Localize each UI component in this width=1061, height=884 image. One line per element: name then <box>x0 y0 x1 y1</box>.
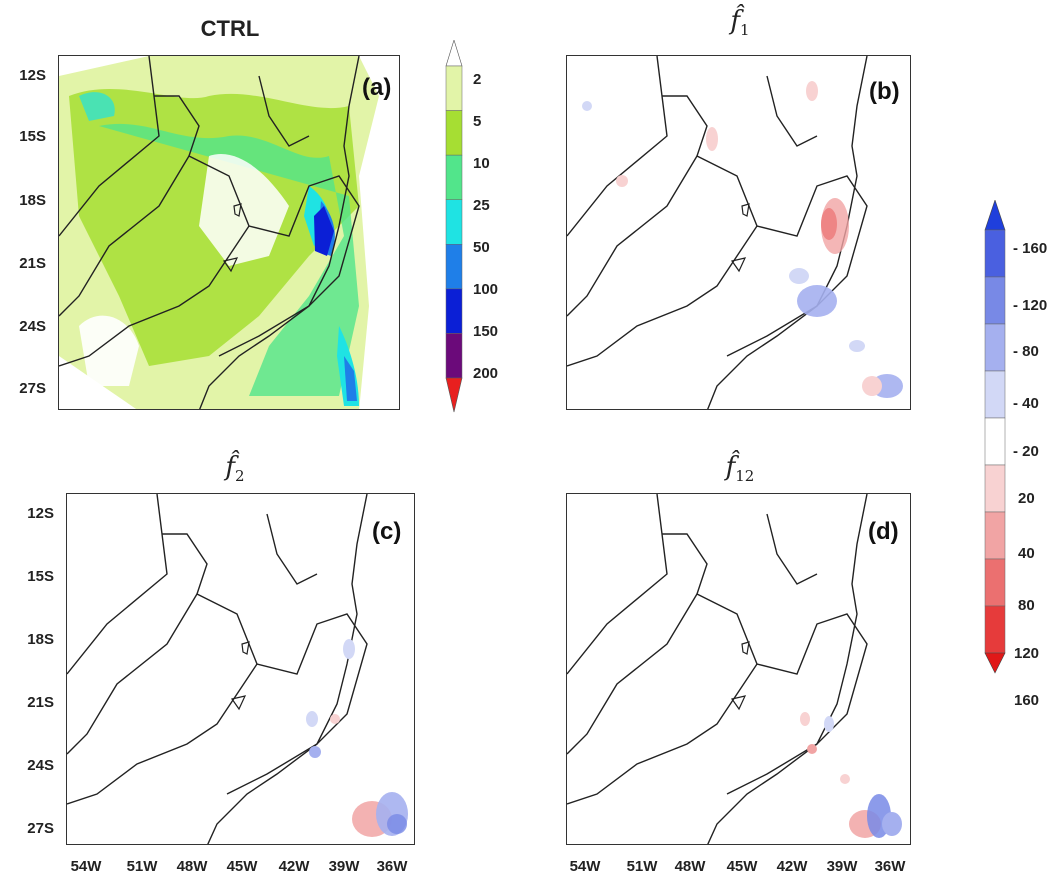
diff-colorbar-band-5 <box>984 464 1006 513</box>
diff-colorbar-label-120: 120 <box>1014 645 1040 662</box>
lon-label-c-54W: 54W <box>70 858 102 875</box>
lon-label-c-45W: 45W <box>226 858 258 875</box>
ctrl-colorbar-bottom-arrow <box>445 377 463 413</box>
diff-colorbar-label-40: 40 <box>1018 545 1035 562</box>
diff-colorbar-label-n80: - 80 <box>1013 343 1039 360</box>
map-panel-a <box>58 55 400 410</box>
lon-label-d-39W: 39W <box>826 858 858 875</box>
panel-c-letter: (c) <box>372 518 402 545</box>
lat-label-a-18S: 18S <box>19 192 46 209</box>
map-c-field <box>67 494 408 844</box>
lat-label-a-27S: 27S <box>19 380 46 397</box>
diff-colorbar-label-n40: - 40 <box>1013 395 1039 412</box>
panel-c-title: f̂2 <box>225 452 245 486</box>
diff-colorbar-band-0 <box>984 229 1006 278</box>
ctrl-colorbar-label-5: 5 <box>473 113 482 130</box>
ctrl-colorbar-band-1 <box>445 110 463 156</box>
lat-label-c-18S: 18S <box>27 631 54 648</box>
panel-d-title: f̂12 <box>725 452 755 486</box>
diff-colorbar-band-8 <box>984 605 1006 654</box>
ctrl-colorbar-band-2 <box>445 154 463 200</box>
ctrl-colorbar-top-arrow <box>445 40 463 67</box>
diff-colorbar-band-4 <box>984 417 1006 466</box>
lat-label-c-21S: 21S <box>27 694 54 711</box>
ctrl-colorbar-label-100: 100 <box>473 281 499 298</box>
ctrl-colorbar <box>445 40 463 413</box>
lat-label-c-24S: 24S <box>27 757 54 774</box>
ctrl-colorbar-band-3 <box>445 199 463 245</box>
lon-label-d-51W: 51W <box>626 858 658 875</box>
diff-colorbar-label-n120: - 120 <box>1013 297 1048 314</box>
panel-a-title: CTRL <box>200 16 260 41</box>
diff-colorbar-bottom-arrow <box>984 652 1006 674</box>
map-panel-d <box>566 493 911 845</box>
panel-b-title: f̂1 <box>730 6 750 40</box>
diff-colorbar-label-20: 20 <box>1018 490 1035 507</box>
ctrl-colorbar-label-10: 10 <box>473 155 490 172</box>
map-b-field <box>567 56 903 409</box>
ctrl-colorbar-label-2: 2 <box>473 71 482 88</box>
ctrl-colorbar-label-25: 25 <box>473 197 490 214</box>
map-panel-c <box>66 493 415 845</box>
lat-label-a-15S: 15S <box>19 128 46 145</box>
lon-label-c-48W: 48W <box>176 858 208 875</box>
ctrl-colorbar-band-6 <box>445 333 463 379</box>
lat-label-c-15S: 15S <box>27 568 54 585</box>
lat-label-a-24S: 24S <box>19 318 46 335</box>
diff-colorbar-label-80: 80 <box>1018 597 1035 614</box>
ctrl-colorbar-label-200: 200 <box>473 365 499 382</box>
diff-colorbar-band-3 <box>984 370 1006 419</box>
ctrl-colorbar-band-4 <box>445 244 463 290</box>
diff-colorbar-label-n160: - 160 <box>1013 240 1048 257</box>
lon-label-c-36W: 36W <box>376 858 408 875</box>
lon-label-d-45W: 45W <box>726 858 758 875</box>
diff-colorbar-band-6 <box>984 511 1006 560</box>
panel-a-letter: (a) <box>362 74 392 101</box>
diff-colorbar-top-arrow <box>984 200 1006 231</box>
ctrl-colorbar-label-50: 50 <box>473 239 490 256</box>
panel-b-letter: (b) <box>869 78 900 105</box>
lat-label-a-21S: 21S <box>19 255 46 272</box>
lat-label-c-12S: 12S <box>27 505 54 522</box>
diff-colorbar-label-n20: - 20 <box>1013 443 1039 460</box>
map-panel-b <box>566 55 911 410</box>
ctrl-colorbar-label-150: 150 <box>473 323 499 340</box>
lon-label-d-48W: 48W <box>674 858 706 875</box>
diff-colorbar-band-1 <box>984 276 1006 325</box>
lon-label-d-54W: 54W <box>569 858 601 875</box>
lon-label-c-51W: 51W <box>126 858 158 875</box>
diff-colorbar-band-2 <box>984 323 1006 372</box>
lon-label-d-36W: 36W <box>874 858 906 875</box>
panel-d-letter: (d) <box>868 518 899 545</box>
lat-label-c-27S: 27S <box>27 820 54 837</box>
map-a-field <box>59 56 399 409</box>
diff-colorbar-band-7 <box>984 558 1006 607</box>
diff-colorbar <box>984 200 1006 674</box>
map-d-field <box>567 494 902 844</box>
ctrl-colorbar-band-0 <box>445 65 463 111</box>
lat-label-a-12S: 12S <box>19 67 46 84</box>
diff-colorbar-label-160: 160 <box>1014 692 1040 709</box>
ctrl-colorbar-band-5 <box>445 288 463 334</box>
lon-label-d-42W: 42W <box>776 858 808 875</box>
lon-label-c-39W: 39W <box>328 858 360 875</box>
lon-label-c-42W: 42W <box>278 858 310 875</box>
